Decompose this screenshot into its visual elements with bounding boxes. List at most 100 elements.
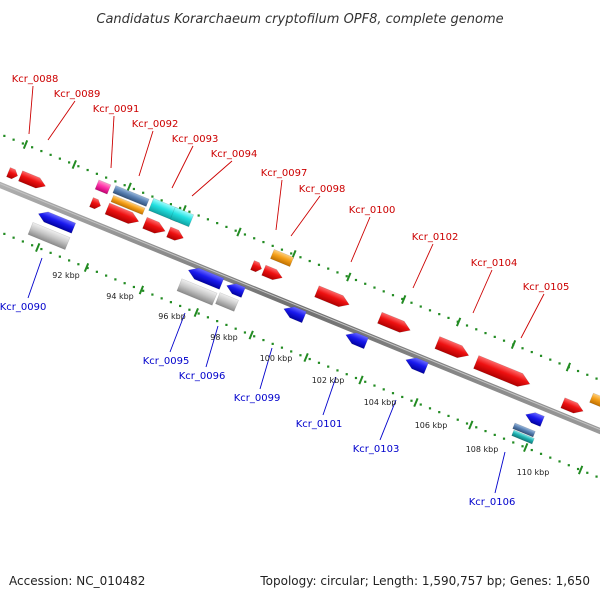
tick-minor (595, 475, 598, 478)
gene-label-kcr-0102[interactable]: Kcr_0102 (412, 232, 459, 243)
gene-label-kcr-0089[interactable]: Kcr_0089 (54, 89, 101, 100)
kbp-label-102: 102 kbp (312, 376, 345, 385)
tick-major (510, 339, 517, 350)
tick-minor (317, 361, 321, 364)
tick-minor (123, 282, 126, 285)
tick-minor (549, 456, 552, 459)
gene-label-kcr-0103[interactable]: Kcr_0103 (353, 444, 400, 455)
gene-label-kcr-0094[interactable]: Kcr_0094 (211, 149, 258, 160)
tick-minor (539, 354, 543, 357)
tick-major (346, 272, 352, 282)
tick-minor (234, 327, 237, 330)
tick-major (565, 362, 572, 372)
leader-kcr-0095 (169, 312, 186, 353)
reverse-gene-labels: Kcr_0090 Kcr_0095 Kcr_0096 Kcr_0099 Kcr_… (0, 302, 515, 508)
tick-major (193, 307, 199, 318)
gene-kcr-0097 (269, 249, 295, 267)
tick-minor (364, 282, 367, 285)
gene-label-kcr-0101[interactable]: Kcr_0101 (296, 419, 343, 430)
tick-minor (77, 263, 80, 266)
leader-kcr-0102 (412, 243, 434, 289)
gene-label-kcr-0096[interactable]: Kcr_0096 (179, 371, 226, 382)
leader-kcr-0096 (205, 325, 219, 368)
gene-kcr-0096 (215, 292, 239, 312)
tick-minor (40, 149, 43, 153)
gene-label-kcr-0098[interactable]: Kcr_0098 (299, 184, 346, 195)
forward-gene-labels: Kcr_0088 Kcr_0089 Kcr_0091 Kcr_0092 Kcr_… (12, 74, 570, 293)
tick-minor (382, 388, 385, 391)
tick-minor (539, 452, 543, 455)
tick-minor (243, 233, 247, 236)
tick-minor (280, 346, 284, 349)
tick-minor (271, 244, 274, 247)
gene-kcr-0092 (112, 185, 150, 207)
gene-kcr-0095b (187, 267, 225, 290)
tick-minor (216, 320, 219, 323)
gene-label-kcr-0091[interactable]: Kcr_0091 (93, 104, 140, 115)
kbp-scale-labels: 92 kbp 94 kbp 96 kbp 98 kbp 100 kbp 102 … (52, 271, 549, 477)
tick-minor (502, 339, 506, 342)
gene-kcr-0103 (405, 357, 429, 375)
gene-kcr-0094 (169, 206, 195, 228)
tick-minor (410, 301, 413, 304)
tick-minor (308, 357, 311, 361)
tick-major (248, 330, 254, 340)
tick-minor (317, 263, 321, 266)
gene-label-kcr-0093[interactable]: Kcr_0093 (172, 134, 219, 145)
gene-label-kcr-0105[interactable]: Kcr_0105 (523, 282, 570, 293)
tick-minor (31, 146, 34, 149)
tick-minor (586, 471, 589, 474)
tick-minor (299, 256, 302, 259)
tick-major (71, 159, 77, 170)
gene-label-kcr-0099[interactable]: Kcr_0099 (234, 393, 281, 404)
upper-tick-track (3, 134, 598, 380)
gene-kcr-0104 (434, 336, 470, 359)
tick-minor (12, 138, 15, 141)
tick-minor (86, 266, 89, 270)
tick-minor (114, 278, 117, 281)
tick-minor (530, 350, 533, 354)
tick-minor (530, 448, 533, 452)
kbp-label-108: 108 kbp (466, 445, 499, 454)
tick-minor (132, 285, 135, 289)
gene-label-kcr-0090[interactable]: Kcr_0090 (0, 302, 46, 313)
leader-kcr-0097 (275, 179, 283, 231)
tick-minor (3, 134, 6, 137)
tick-minor (216, 222, 219, 225)
tick-minor (428, 309, 432, 312)
tick-minor (49, 251, 52, 254)
tick-minor (188, 308, 191, 311)
gene-label-kcr-0092[interactable]: Kcr_0092 (132, 119, 179, 130)
tick-minor (40, 247, 43, 251)
tick-minor (512, 441, 515, 444)
leader-kcr-0093 (171, 145, 194, 189)
genome-backbone (0, 181, 600, 435)
gene-kcr-0096b (226, 283, 246, 298)
tick-minor (271, 342, 274, 345)
gene-label-kcr-0088[interactable]: Kcr_0088 (12, 74, 59, 85)
tick-minor (290, 252, 293, 255)
tick-minor (86, 168, 89, 172)
leader-kcr-0106 (494, 451, 506, 494)
leader-kcr-0105 (520, 293, 545, 339)
tick-minor (401, 395, 404, 399)
gene-kcr-0102 (377, 311, 411, 333)
gene-label-kcr-0100[interactable]: Kcr_0100 (349, 205, 396, 216)
tick-minor (262, 338, 265, 342)
gene-label-kcr-0097[interactable]: Kcr_0097 (261, 168, 308, 179)
tick-minor (354, 278, 358, 282)
tick-minor (595, 377, 598, 380)
gene-label-kcr-0104[interactable]: Kcr_0104 (471, 258, 518, 269)
gene-label-kcr-0095[interactable]: Kcr_0095 (143, 356, 190, 367)
tick-minor (160, 297, 163, 300)
kbp-label-94: 94 kbp (106, 292, 134, 301)
tick-minor (521, 347, 524, 350)
kbp-label-106: 106 kbp (415, 421, 448, 430)
tick-minor (77, 165, 80, 168)
tick-minor (280, 248, 284, 251)
gene-label-kcr-0106[interactable]: Kcr_0106 (469, 497, 516, 508)
tick-minor (521, 445, 524, 448)
tick-minor (169, 203, 173, 206)
tick-minor (484, 429, 487, 433)
gene-kcr-0098 (261, 264, 283, 281)
